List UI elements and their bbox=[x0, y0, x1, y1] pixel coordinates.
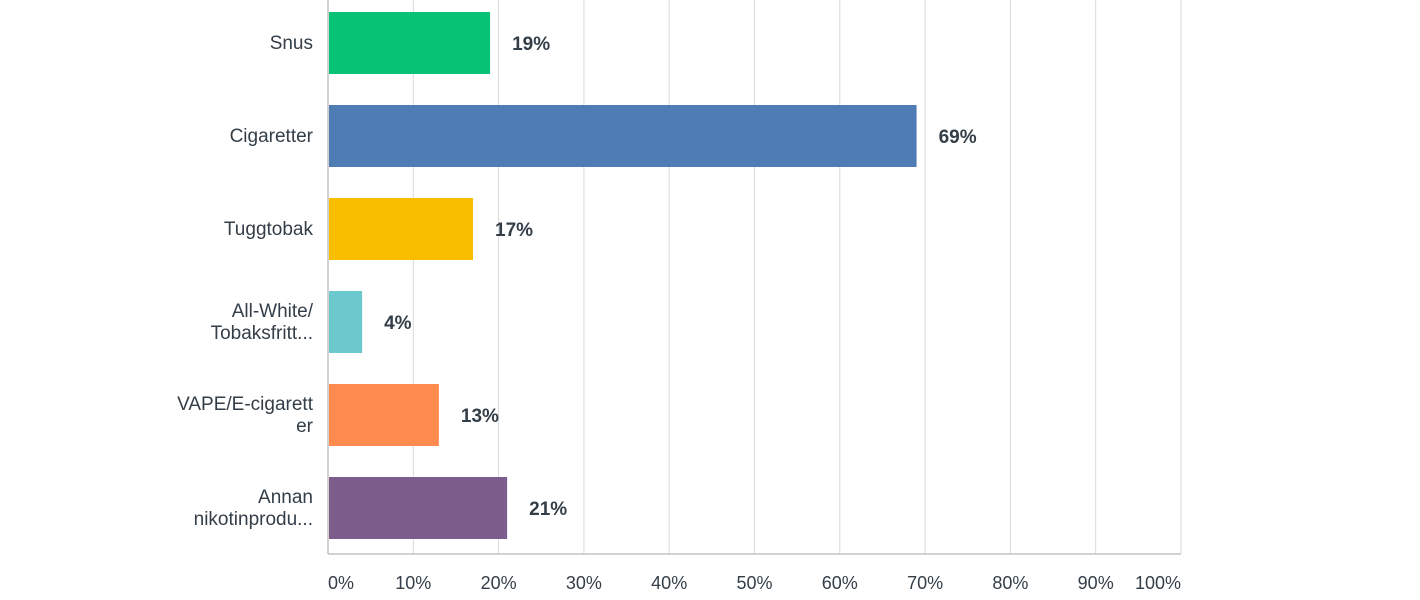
x-tick-label: 30% bbox=[566, 573, 602, 593]
bar bbox=[329, 198, 474, 260]
x-tick-label: 20% bbox=[481, 573, 517, 593]
category-label: Tuggtobak bbox=[224, 219, 314, 240]
x-tick-label: 10% bbox=[395, 573, 431, 593]
category-label: VAPE/E-cigarett er bbox=[177, 394, 314, 437]
x-tick-label: 80% bbox=[992, 573, 1028, 593]
bar bbox=[329, 384, 439, 446]
value-label: 13% bbox=[461, 406, 499, 427]
x-tick-label: 40% bbox=[651, 573, 687, 593]
value-label: 21% bbox=[529, 499, 567, 520]
x-tick-label: 0% bbox=[328, 573, 354, 593]
category-label: Snus bbox=[270, 33, 313, 54]
labels: 0% 10% 20% 30% 40% 50% 60% 70% 80% 90% 100% Snus 19%… bbox=[177, 33, 1181, 593]
value-label: 17% bbox=[495, 220, 533, 241]
x-tick-label: 70% bbox=[907, 573, 943, 593]
bar bbox=[329, 291, 363, 353]
x-tick-label: 100% bbox=[1135, 573, 1181, 593]
x-tick-label: 60% bbox=[822, 573, 858, 593]
bar bbox=[329, 105, 917, 167]
category-label: Annan nikotinprodu... bbox=[194, 487, 313, 530]
category-label: Cigaretter bbox=[230, 126, 314, 147]
x-tick-label: 50% bbox=[736, 573, 772, 593]
x-tick-label: 90% bbox=[1078, 573, 1114, 593]
bar bbox=[329, 477, 508, 539]
value-label: 19% bbox=[512, 34, 550, 55]
axes bbox=[327, 0, 1181, 555]
bar bbox=[329, 12, 491, 74]
bars bbox=[329, 12, 917, 539]
value-label: 4% bbox=[384, 313, 412, 334]
category-label: All-White/Tobaksfritt... bbox=[211, 301, 314, 344]
value-label: 69% bbox=[939, 127, 977, 148]
gridlines bbox=[412, 0, 1182, 554]
